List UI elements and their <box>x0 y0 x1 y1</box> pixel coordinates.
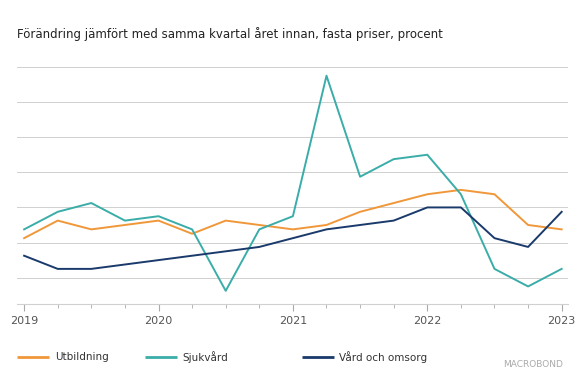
Text: Utbildning: Utbildning <box>55 352 109 362</box>
Text: Förändring jämfört med samma kvartal året innan, fasta priser, procent: Förändring jämfört med samma kvartal åre… <box>17 27 443 41</box>
Text: Vård och omsorg: Vård och omsorg <box>339 351 427 363</box>
Text: Sjukvård: Sjukvård <box>183 351 229 363</box>
Text: MACROBOND: MACROBOND <box>503 359 563 369</box>
